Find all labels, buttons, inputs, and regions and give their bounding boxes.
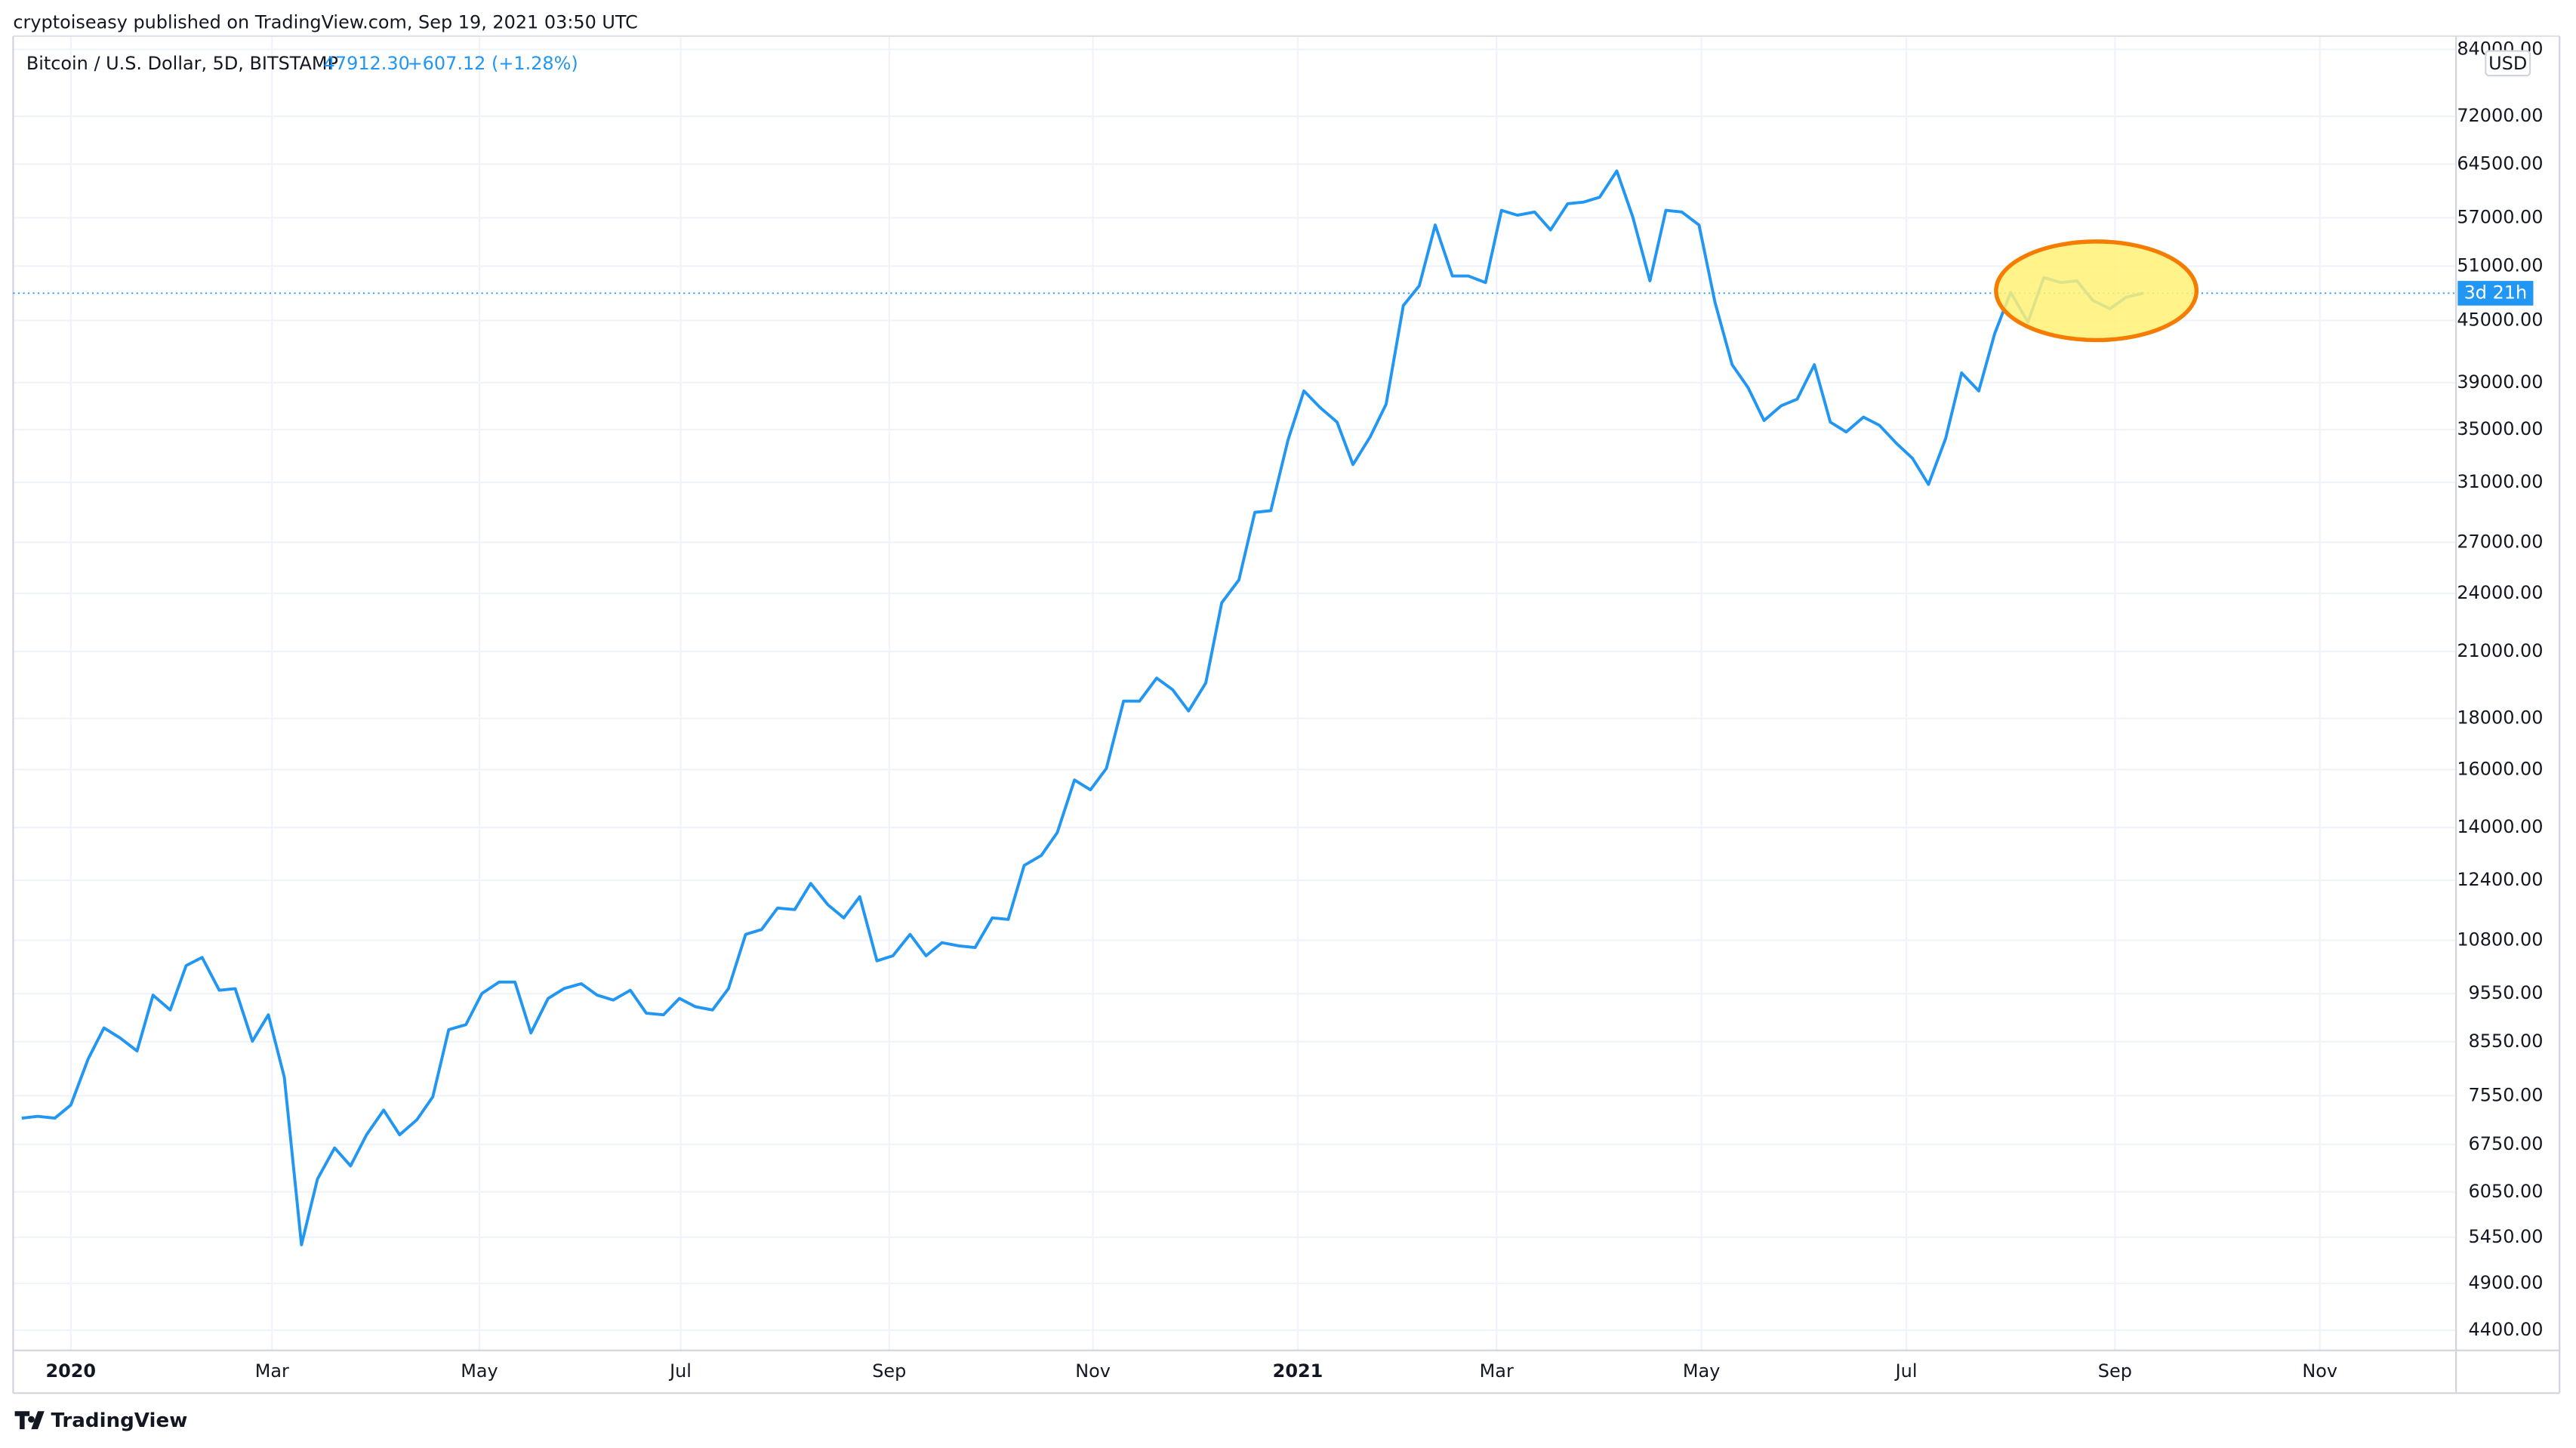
y-tick-label: 4400.00 — [2469, 1319, 2544, 1340]
x-tick-label: Mar — [255, 1360, 289, 1382]
y-tick-label: 5450.00 — [2469, 1226, 2544, 1247]
countdown-label: 3d 21h — [2464, 282, 2528, 303]
x-tick-label: May — [1683, 1360, 1720, 1382]
y-tick-label: 6750.00 — [2469, 1133, 2544, 1154]
y-tick-label: 9550.00 — [2469, 982, 2544, 1003]
y-tick-label: 12400.00 — [2457, 869, 2543, 890]
logo — [14, 1411, 45, 1430]
grid — [13, 35, 2457, 1351]
y-tick-label: 31000.00 — [2457, 471, 2543, 492]
y-tick-label: 7550.00 — [2469, 1084, 2544, 1105]
x-tick-label: Nov — [1075, 1360, 1111, 1382]
y-tick-label: 10800.00 — [2457, 929, 2543, 950]
x-tick-label: Sep — [2098, 1360, 2132, 1382]
y-tick-label: 16000.00 — [2457, 758, 2543, 779]
y-tick-label: 27000.00 — [2457, 531, 2543, 552]
y-tick-label: 45000.00 — [2457, 309, 2543, 330]
price-line — [21, 169, 2144, 1246]
y-tick-label: 35000.00 — [2457, 418, 2543, 439]
footer-brand: TradingView — [51, 1409, 187, 1432]
y-tick-label: 24000.00 — [2457, 582, 2543, 603]
x-tick-label: 2020 — [45, 1360, 96, 1382]
y-tick-label: 51000.00 — [2457, 254, 2543, 276]
symbol-title: Bitcoin / U.S. Dollar, 5D, BITSTAMP — [26, 53, 338, 74]
publish-header: cryptoiseasy published on TradingView.co… — [13, 11, 637, 32]
price-change: +607.12 (+1.28%) — [408, 53, 578, 74]
currency-box — [2485, 50, 2531, 77]
y-tick-label: 39000.00 — [2457, 371, 2543, 393]
x-tick-label: May — [461, 1360, 498, 1382]
countdown-box — [2457, 281, 2534, 306]
y-tick-label: 64500.00 — [2457, 153, 2543, 174]
x-tick-label: Jul — [668, 1360, 692, 1382]
currency: USD — [2488, 53, 2527, 74]
highlight-ellipse — [1994, 239, 2199, 343]
y-tick-label: 8550.00 — [2469, 1031, 2544, 1052]
last-price-text: 47912.30 — [324, 53, 410, 74]
x-tick-label: Nov — [2302, 1360, 2337, 1382]
y-tick-label: 18000.00 — [2457, 707, 2543, 729]
x-tick-label: Mar — [1480, 1360, 1514, 1382]
x-tick-label: Sep — [872, 1360, 906, 1382]
y-tick-label: 4900.00 — [2469, 1272, 2544, 1293]
y-tick-label: 72000.00 — [2457, 105, 2543, 126]
overlay: 84000.0072000.0064500.0057000.0051000.00… — [45, 38, 2543, 1382]
y-tick-label: 6050.00 — [2469, 1181, 2544, 1202]
x-tick-label: Jul — [1894, 1360, 1918, 1382]
y-tick-label: 57000.00 — [2457, 206, 2543, 227]
x-tick-label: 2021 — [1273, 1360, 1323, 1382]
y-tick-label: 14000.00 — [2457, 816, 2543, 837]
y-tick-label: 21000.00 — [2457, 640, 2543, 661]
